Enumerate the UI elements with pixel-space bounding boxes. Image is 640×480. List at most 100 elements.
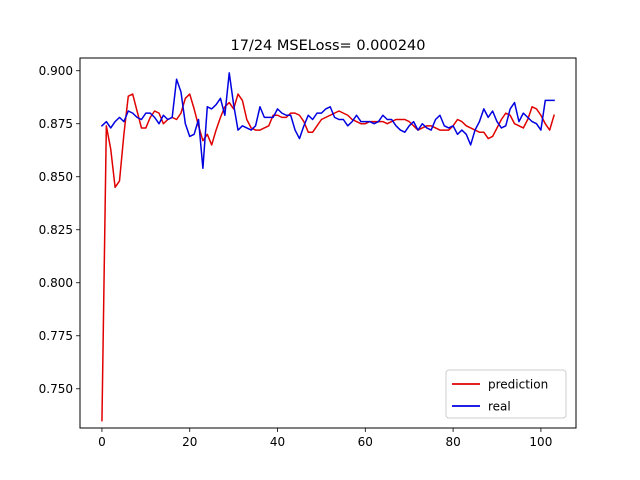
data-point-prediction [373, 121, 374, 122]
y-tick-label: 0.750 [39, 382, 73, 396]
data-point-prediction [194, 108, 195, 109]
data-point-real [246, 127, 247, 128]
data-point-prediction [150, 117, 151, 118]
data-point-real [391, 119, 392, 120]
data-point-real [303, 125, 304, 126]
data-point-real [233, 104, 234, 105]
data-point-real [492, 110, 493, 111]
data-point-prediction [145, 127, 146, 128]
data-point-real [409, 125, 410, 126]
data-point-real [268, 117, 269, 118]
data-point-real [553, 100, 554, 101]
data-point-prediction [189, 93, 190, 94]
y-tick-label: 0.875 [39, 117, 73, 131]
data-point-real [343, 119, 344, 120]
y-tick-label: 0.900 [39, 64, 73, 78]
data-point-real [545, 100, 546, 101]
data-point-prediction [343, 113, 344, 114]
data-point-prediction [303, 121, 304, 122]
data-point-real [163, 115, 164, 116]
data-point-prediction [400, 119, 401, 120]
data-point-real [189, 136, 190, 137]
data-point-prediction [136, 110, 137, 111]
data-point-prediction [483, 132, 484, 133]
data-point-prediction [299, 115, 300, 116]
data-point-prediction [281, 117, 282, 118]
data-point-prediction [347, 115, 348, 116]
data-point-real [514, 102, 515, 103]
data-point-real [338, 119, 339, 120]
data-point-prediction [321, 119, 322, 120]
data-point-real [145, 113, 146, 114]
data-point-real [360, 121, 361, 122]
data-point-real [299, 138, 300, 139]
data-point-real [387, 119, 388, 120]
data-point-prediction [488, 138, 489, 139]
data-point-real [395, 125, 396, 126]
data-point-prediction [404, 119, 405, 120]
data-point-prediction [532, 106, 533, 107]
data-point-real [316, 113, 317, 114]
data-point-prediction [207, 134, 208, 135]
data-point-real [132, 113, 133, 114]
plot-area: 0 20 40 60 80 100 0.750 0.775 0.800 0.825 0.850 0.8… [39, 57, 577, 449]
data-point-real [496, 121, 497, 122]
data-point-real [352, 121, 353, 122]
ticks-layer: 0 20 40 60 80 100 0.750 0.775 0.800 0.825 0.850 0.8… [39, 64, 553, 449]
data-point-real [198, 119, 199, 120]
data-point-prediction [527, 119, 528, 120]
data-point-real [510, 108, 511, 109]
data-point-real [229, 72, 230, 73]
data-point-prediction [545, 123, 546, 124]
data-point-prediction [426, 125, 427, 126]
data-point-prediction [163, 123, 164, 124]
data-point-real [431, 129, 432, 130]
axes-frame [79, 57, 577, 429]
data-point-prediction [334, 113, 335, 114]
data-point-prediction [220, 117, 221, 118]
legend-label-real: real [488, 400, 511, 414]
data-point-real [158, 123, 159, 124]
data-point-prediction [259, 129, 260, 130]
data-point-real [378, 121, 379, 122]
data-point-prediction [154, 110, 155, 111]
data-point-prediction [518, 125, 519, 126]
series-layer [100, 72, 555, 422]
data-point-real [435, 119, 436, 120]
data-point-real [527, 117, 528, 118]
data-point-prediction [180, 113, 181, 114]
data-point-prediction [115, 187, 116, 188]
data-point-real [264, 117, 265, 118]
data-point-real [180, 91, 181, 92]
x-tick-label: 100 [529, 435, 552, 449]
data-point-real [417, 129, 418, 130]
data-point-prediction [119, 180, 120, 181]
data-point-prediction [439, 129, 440, 130]
data-point-real [286, 115, 287, 116]
data-point-prediction [501, 119, 502, 120]
data-point-real [259, 106, 260, 107]
data-point-real [215, 104, 216, 105]
data-point-real [167, 119, 168, 120]
data-point-prediction [553, 115, 554, 116]
data-point-real [294, 129, 295, 130]
x-tick-label: 20 [182, 435, 197, 449]
data-point-prediction [514, 123, 515, 124]
y-tick-label: 0.800 [39, 276, 73, 290]
data-point-real [523, 113, 524, 114]
data-point-real [251, 129, 252, 130]
legend: prediction real [445, 369, 567, 419]
data-point-real [194, 134, 195, 135]
data-point-prediction [540, 115, 541, 116]
data-point-prediction [123, 134, 124, 135]
data-point-real [479, 121, 480, 122]
data-point-real [277, 108, 278, 109]
data-point-prediction [308, 132, 309, 133]
y-tick-label: 0.775 [39, 329, 73, 343]
data-point-real [242, 125, 243, 126]
x-tick-label: 0 [98, 435, 106, 449]
y-tick-label: 0.825 [39, 223, 73, 237]
data-point-real [444, 125, 445, 126]
data-point-real [220, 98, 221, 99]
data-point-prediction [479, 132, 480, 133]
